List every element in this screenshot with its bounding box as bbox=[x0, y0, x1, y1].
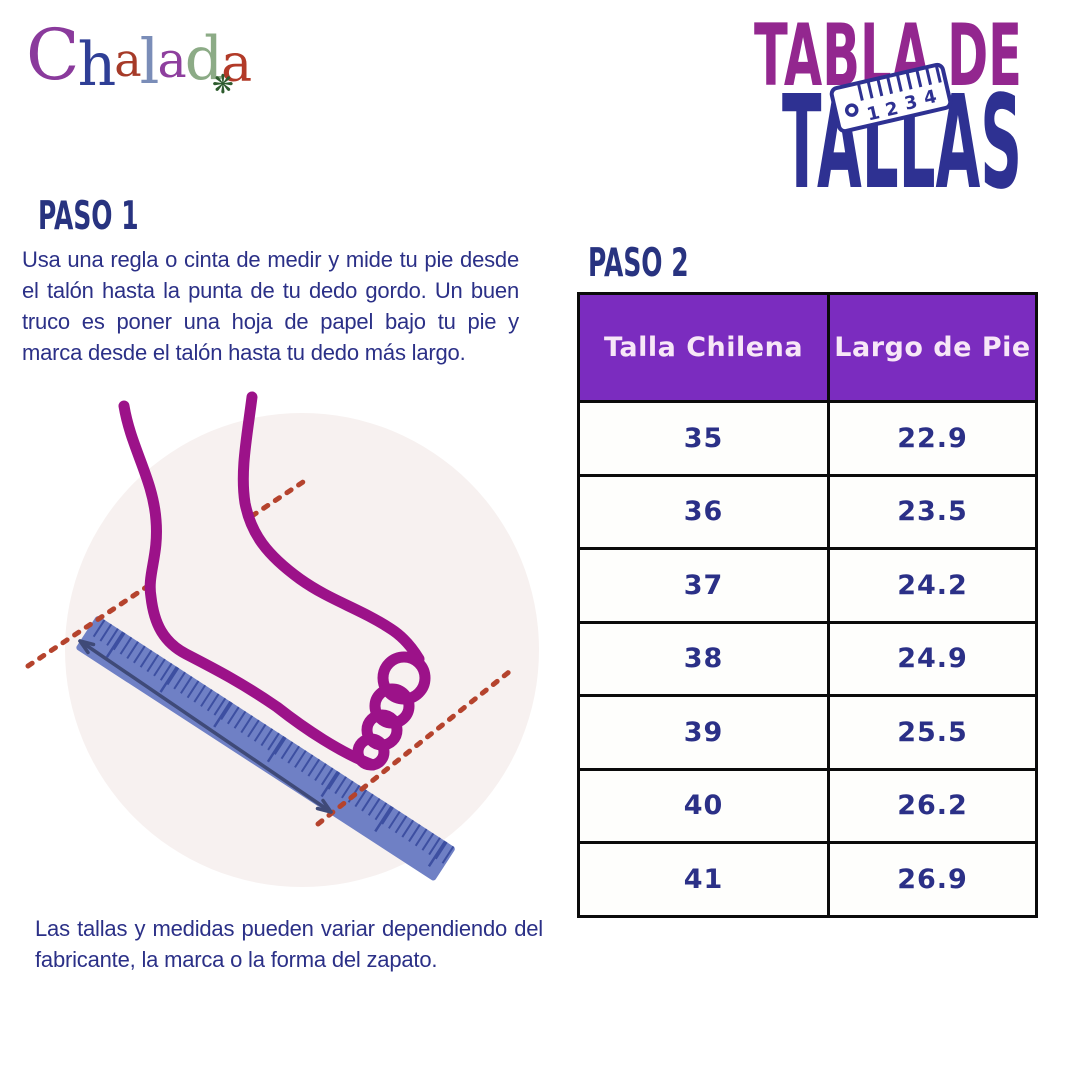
talla-cell: 37 bbox=[577, 547, 830, 624]
foot-top-line bbox=[237, 391, 425, 665]
largo-cell: 26.9 bbox=[827, 841, 1038, 918]
heel-guide-dotted-line bbox=[249, 479, 306, 519]
size-table: Talla Chilena Largo de Pie 35 22.9 36 23… bbox=[577, 292, 1038, 918]
size-table-header-row: Talla Chilena Largo de Pie bbox=[577, 292, 1038, 403]
ruler-body bbox=[76, 616, 455, 881]
heel-guide-dotted-line bbox=[25, 583, 151, 669]
ruler-graphic bbox=[76, 616, 455, 881]
tape-number: 3 bbox=[902, 92, 919, 115]
table-row: 39 25.5 bbox=[577, 694, 1038, 771]
largo-cell: 26.2 bbox=[827, 767, 1038, 844]
talla-cell: 39 bbox=[577, 694, 830, 771]
size-chart-title: TABLA DE TALLAS 1 2 3 4 bbox=[754, 14, 1022, 194]
table-row: 37 24.2 bbox=[577, 547, 1038, 624]
foot-outline-drawing bbox=[118, 391, 431, 771]
illustration-circle-background bbox=[65, 413, 539, 887]
table-row: 38 24.9 bbox=[577, 620, 1038, 697]
foot-measurement-illustration bbox=[25, 391, 539, 887]
talla-cell: 35 bbox=[577, 400, 830, 477]
step1-instructions: Usa una regla o cinta de medir y mide tu… bbox=[22, 247, 519, 365]
brand-letter: a bbox=[157, 32, 187, 89]
table-row: 36 23.5 bbox=[577, 473, 1038, 550]
brand-letter: h bbox=[77, 30, 117, 100]
largo-cell: 22.9 bbox=[827, 400, 1038, 477]
brand-letter: C bbox=[26, 14, 80, 96]
table-row: 40 26.2 bbox=[577, 767, 1038, 844]
table-row: 35 22.9 bbox=[577, 400, 1038, 477]
talla-cell: 36 bbox=[577, 473, 830, 550]
table-row: 41 26.9 bbox=[577, 841, 1038, 918]
step1-heading: PASO 1 bbox=[38, 194, 139, 239]
foot-heel-sole-line bbox=[118, 400, 379, 771]
talla-cell: 40 bbox=[577, 767, 830, 844]
size-table-header-talla: Talla Chilena bbox=[577, 292, 830, 403]
ruler-tick-marks-long bbox=[105, 631, 455, 873]
toe-guide-dotted-line bbox=[315, 665, 517, 827]
largo-cell: 23.5 bbox=[827, 473, 1038, 550]
measuring-tape-icon: 1 2 3 4 bbox=[829, 62, 953, 134]
tape-zero-mark bbox=[844, 103, 859, 117]
talla-cell: 41 bbox=[577, 841, 830, 918]
arrowhead bbox=[315, 798, 333, 814]
size-table-header-largo: Largo de Pie bbox=[827, 292, 1038, 403]
tape-number: 2 bbox=[883, 98, 900, 121]
brand-letter: l bbox=[139, 25, 160, 98]
measurement-arrow bbox=[78, 639, 333, 814]
largo-cell: 24.2 bbox=[827, 547, 1038, 624]
footer-note: Las tallas y medidas pueden variar depen… bbox=[35, 916, 543, 972]
brand-letter: d bbox=[184, 24, 223, 94]
brand-letter: a bbox=[221, 34, 252, 94]
talla-cell: 38 bbox=[577, 620, 830, 697]
step2-heading: PASO 2 bbox=[588, 241, 689, 286]
largo-cell: 25.5 bbox=[827, 694, 1038, 771]
guide-lines bbox=[25, 479, 517, 827]
arrowhead bbox=[78, 639, 96, 655]
brand-logo: Chalada ❋ bbox=[26, 14, 252, 116]
brand-letter: a bbox=[114, 33, 141, 87]
largo-cell: 24.9 bbox=[827, 620, 1038, 697]
toe-loop bbox=[352, 733, 390, 771]
ruler-tick-marks bbox=[92, 619, 455, 864]
tape-number: 4 bbox=[922, 86, 939, 109]
tape-number: 1 bbox=[865, 102, 882, 125]
flower-icon: ❋ bbox=[212, 70, 234, 100]
